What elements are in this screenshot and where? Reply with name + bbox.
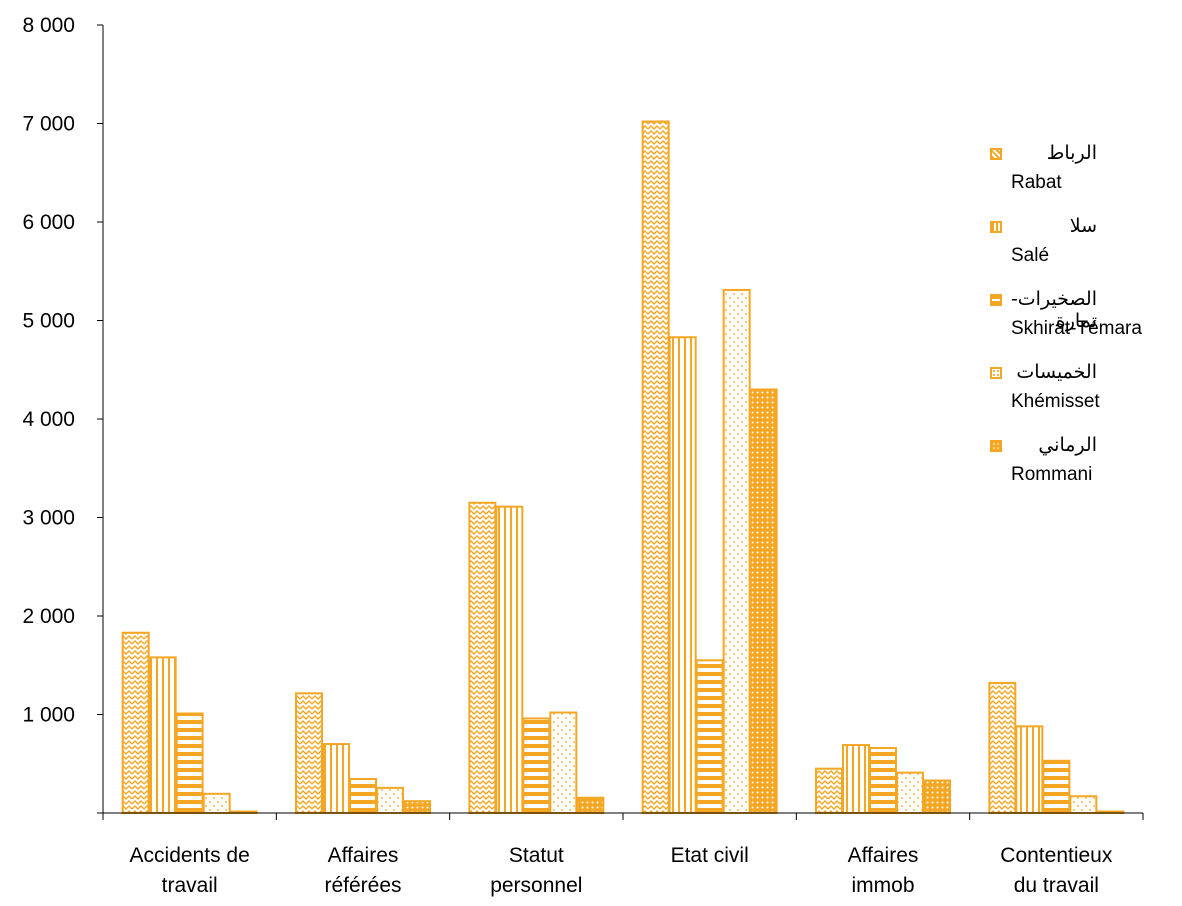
bar-rommani-4 <box>923 779 951 814</box>
y-tick-label: 3 000 <box>22 507 75 530</box>
bar-rabat-2 <box>468 501 497 814</box>
legend-item: الرباط Rabat <box>985 140 1175 213</box>
bar-rabat-3 <box>641 120 670 814</box>
x-category-label: Etat civil <box>671 844 749 867</box>
legend-label-arabic: الخميسات <box>1016 361 1097 383</box>
y-tick-label: 6 000 <box>22 211 75 234</box>
legend-label: Salé <box>1011 245 1050 266</box>
bar-rommani-2 <box>576 796 605 814</box>
legend-swatch <box>990 294 1002 306</box>
bar-sal--3 <box>668 336 697 814</box>
bar-skhirat-t-mara-2 <box>522 717 551 814</box>
bars-layer <box>121 120 1125 815</box>
y-tick-label: 1 000 <box>22 704 75 727</box>
legend-item: الصخيرات-تمارة Skhirat-Témara <box>985 286 1175 359</box>
bar-rabat-1 <box>295 692 323 815</box>
legend-label: Rommani <box>1011 464 1093 485</box>
legend-label-arabic: الرباط <box>1046 142 1097 164</box>
legend-swatch <box>990 221 1002 233</box>
y-tick-label: 4 000 <box>22 408 75 431</box>
bar-rommani-1 <box>403 800 431 814</box>
bar-skhirat-t-mara-1 <box>349 778 377 815</box>
bar-sal--1 <box>322 743 350 814</box>
legend-label-arabic: سلا <box>1069 215 1097 237</box>
y-tick-label: 2 000 <box>22 605 75 628</box>
legend-label: Khémisset <box>1011 391 1100 412</box>
legend-item: الرماني Rommani <box>985 432 1175 505</box>
bar-sal--2 <box>495 505 524 814</box>
bar-kh-misset-3 <box>722 288 751 814</box>
bar-rommani-3 <box>749 388 778 814</box>
bar-skhirat-t-mara-0 <box>175 712 204 815</box>
bar-skhirat-t-mara-3 <box>695 659 724 815</box>
legend: الرباط Rabat سلا Salé الصخيرات-تمارة Skhirat-… <box>985 140 1175 505</box>
legend-label-arabic: الرماني <box>1038 434 1097 456</box>
bar-skhirat-t-mara-4 <box>869 746 897 814</box>
bar-kh-misset-1 <box>376 786 404 815</box>
x-category-label: Contentieux du travail <box>1000 844 1113 897</box>
legend-item: سلا Salé <box>985 213 1175 286</box>
bar-sal--4 <box>842 744 870 814</box>
bar-kh-misset-0 <box>202 792 231 814</box>
bar-rabat-0 <box>121 631 150 814</box>
legend-swatch <box>990 440 1002 452</box>
legend-swatch <box>990 367 1002 379</box>
legend-label-arabic: الصخيرات-تمارة <box>1010 288 1097 332</box>
y-tick-label: 8 000 <box>22 14 75 37</box>
x-category-label: Statut personnel <box>490 844 582 897</box>
y-tick-label: 5 000 <box>22 310 75 333</box>
bar-kh-misset-2 <box>549 711 578 815</box>
bar-kh-misset-5 <box>1069 795 1098 815</box>
legend-item: الخميسات Khémisset <box>985 359 1175 432</box>
bar-rabat-4 <box>815 767 843 814</box>
bar-skhirat-t-mara-5 <box>1042 759 1071 814</box>
legend-swatch <box>990 148 1002 160</box>
legend-label: Skhirat-Témara <box>1011 318 1142 339</box>
x-category-label: Affaires référées <box>324 844 401 897</box>
x-category-label: Affaires immob <box>848 844 919 897</box>
bar-rabat-5 <box>988 681 1017 814</box>
x-category-label: Accidents de travail <box>130 844 250 897</box>
bar-sal--5 <box>1015 725 1044 815</box>
axes: 1 000 2 000 3 000 4 000 5 000 6 000 7 000 8 000… <box>22 14 1144 897</box>
legend-label: Rabat <box>1011 172 1062 193</box>
bar-sal--0 <box>148 656 177 814</box>
y-tick-label: 7 000 <box>22 113 75 136</box>
bar-kh-misset-4 <box>896 771 924 814</box>
